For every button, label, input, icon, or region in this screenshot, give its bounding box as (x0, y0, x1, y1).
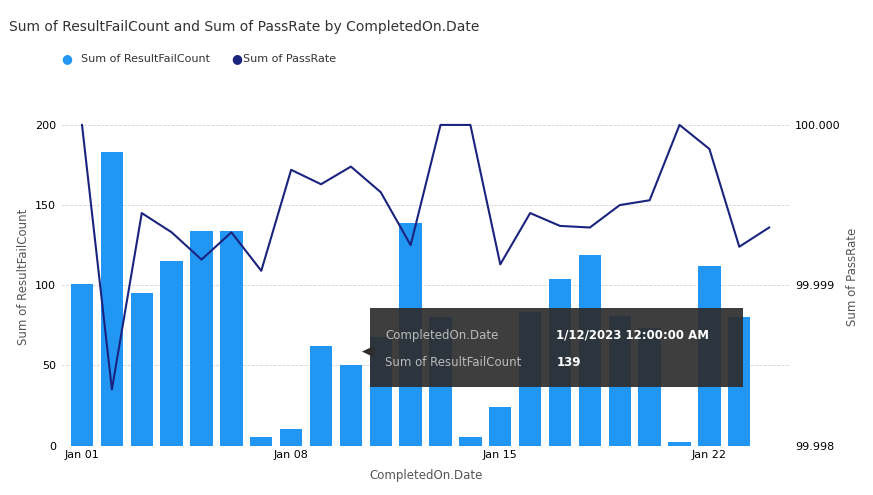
Bar (638, 329, 661, 446)
Bar (100, 152, 123, 446)
Bar (161, 261, 182, 446)
Text: 139: 139 (556, 356, 581, 369)
Bar (400, 223, 422, 446)
Text: Sum of ResultFailCount: Sum of ResultFailCount (385, 356, 521, 369)
Bar (519, 312, 541, 446)
Bar (310, 346, 333, 446)
Bar (608, 316, 631, 446)
Bar (250, 438, 272, 446)
Bar (131, 293, 153, 446)
Bar (459, 438, 482, 446)
Text: ●: ● (231, 52, 242, 65)
X-axis label: CompletedOn.Date: CompletedOn.Date (369, 469, 482, 482)
Bar (489, 407, 512, 446)
Y-axis label: Sum of PassRate: Sum of PassRate (846, 228, 859, 326)
Text: 1/12/2023 12:00:00 AM: 1/12/2023 12:00:00 AM (556, 329, 710, 342)
Text: Sum of PassRate: Sum of PassRate (243, 54, 336, 64)
Text: Sum of ResultFailCount: Sum of ResultFailCount (81, 54, 210, 64)
Text: CompletedOn.Date: CompletedOn.Date (385, 329, 498, 342)
Bar (549, 279, 571, 446)
Bar (698, 266, 720, 446)
Bar (369, 337, 392, 446)
Y-axis label: Sum of ResultFailCount: Sum of ResultFailCount (17, 209, 30, 346)
Bar (190, 231, 213, 446)
Bar (430, 317, 451, 446)
Bar (280, 430, 302, 446)
Bar (669, 443, 691, 446)
Bar (340, 365, 362, 446)
Text: Sum of ResultFailCount and Sum of PassRate by CompletedOn.Date: Sum of ResultFailCount and Sum of PassRa… (9, 20, 479, 34)
Bar (71, 284, 93, 446)
Bar (220, 231, 243, 446)
Text: ●: ● (61, 52, 72, 65)
Bar (728, 317, 751, 446)
Bar (579, 255, 601, 446)
